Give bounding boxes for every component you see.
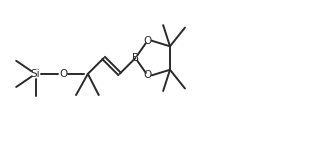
Text: O: O <box>143 70 152 80</box>
Text: Si: Si <box>31 69 40 79</box>
Text: B: B <box>132 53 139 63</box>
Text: O: O <box>59 69 68 79</box>
Text: O: O <box>143 36 152 46</box>
